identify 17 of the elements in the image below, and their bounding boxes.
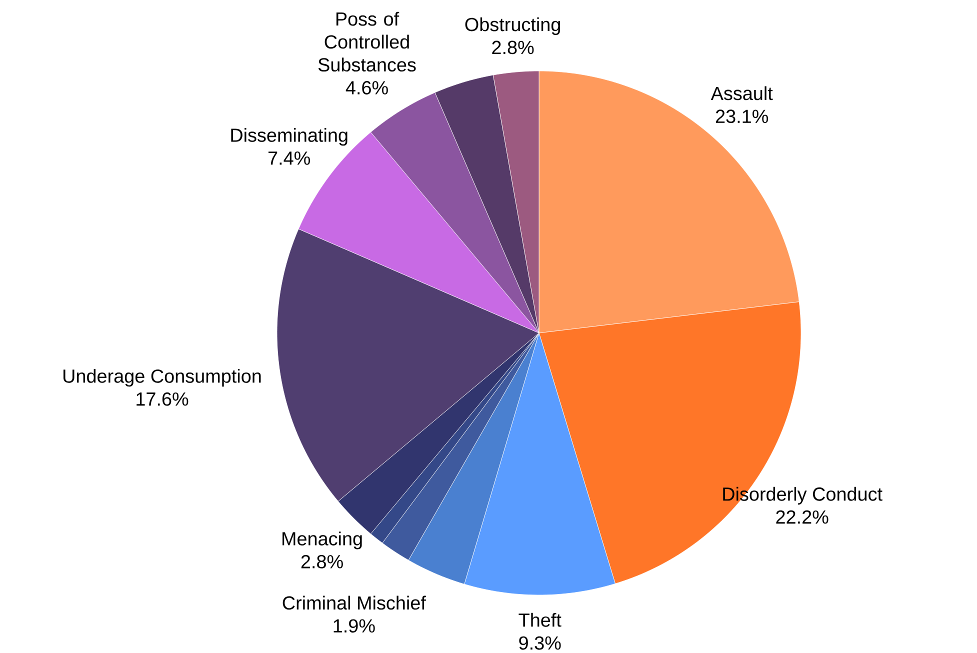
slice-label: Assault <box>710 86 773 100</box>
slice-label: Poss of Controlled Substances <box>318 12 416 72</box>
data-label: 1.9% <box>334 619 375 633</box>
slice-label: Menacing <box>282 532 362 550</box>
data-label: 2.8% <box>301 554 343 568</box>
slice-label: Underage Consumption <box>64 368 261 387</box>
slice-label: Criminal Mischief <box>282 596 426 610</box>
data-label: 4.6% <box>346 81 388 94</box>
data-label: 9.3% <box>519 636 561 650</box>
data-label: 22.2% <box>776 510 828 524</box>
data-label: 7.4% <box>268 152 310 165</box>
data-label: 23.1% <box>716 110 768 124</box>
slice-label: Theft <box>518 612 562 627</box>
slice-label: Disseminating <box>231 128 348 146</box>
slice-label: Obstructing <box>465 17 560 35</box>
data-label: 17.6% <box>136 392 188 406</box>
data-label: 2.8% <box>492 40 534 54</box>
